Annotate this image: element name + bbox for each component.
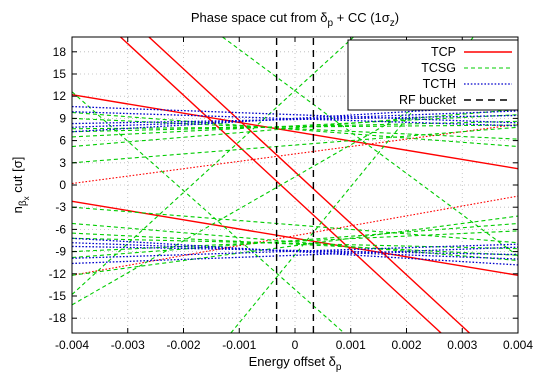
- series-line-tcsg: [72, 232, 518, 256]
- y-tick-label: -12: [49, 267, 67, 281]
- x-axis-label-main: Energy offset δ: [249, 354, 336, 369]
- series-line-tcsg: [72, 222, 518, 262]
- series-line-tcth: [72, 111, 518, 127]
- y-axis-label-subsub: x: [22, 196, 31, 200]
- series-line-tcth: [72, 114, 518, 125]
- series-line-tcsg: [222, 37, 518, 257]
- series-line-tcth: [72, 245, 518, 256]
- grid-lines: [72, 37, 518, 333]
- y-tick-label: -3: [55, 200, 66, 214]
- y-tick-label: 3: [59, 156, 66, 170]
- chart-title: Phase space cut from δp + CC (1σz): [191, 10, 399, 29]
- series-line-unnamed: [72, 195, 518, 276]
- x-tick-label: -0.002: [166, 338, 200, 352]
- series-line-tcsg: [72, 124, 518, 130]
- series-line-tcth: [72, 246, 518, 265]
- series-line-tcsg: [72, 111, 518, 148]
- series-line-unnamed: [72, 123, 518, 185]
- series-line-tcsg: [72, 117, 518, 140]
- y-axis-label-main: n: [10, 206, 25, 213]
- y-axis-label-tail: cut [σ]: [10, 157, 25, 197]
- x-axis-label: Energy offset δp: [249, 354, 342, 373]
- legend-label-rf-bucket: RF bucket: [399, 93, 456, 107]
- series-line-tcsg: [72, 120, 518, 133]
- series-line-tcp: [72, 94, 518, 170]
- series-line-tcth: [72, 110, 518, 128]
- series-line-tcp: [148, 37, 470, 333]
- series-line-tcsg: [72, 222, 518, 259]
- series-rf-bucket: [275, 37, 315, 333]
- chart-title-sub: p: [327, 18, 333, 29]
- legend-label-tcp: TCP: [431, 45, 456, 59]
- series-line-tcsg: [72, 91, 345, 333]
- x-tick-label: 0.003: [447, 338, 477, 352]
- series-line-tcsg: [72, 108, 518, 148]
- y-axis-label-sub: β: [18, 200, 29, 206]
- legend-label-tcth: TCTH: [423, 77, 456, 91]
- x-tick-label: -0.004: [55, 338, 89, 352]
- legend-label-tcsg: TCSG: [421, 61, 456, 75]
- chart-title-tail: + CC (1σ: [333, 10, 390, 25]
- x-tick-label: -0.001: [222, 338, 256, 352]
- chart-title-sub2: z: [390, 18, 395, 29]
- y-tick-label: 6: [59, 134, 66, 148]
- series-line-tcth: [72, 242, 518, 260]
- series-line-tcth: [72, 243, 518, 259]
- series-line-tcsg: [72, 215, 518, 276]
- x-axis-label-sub: p: [336, 362, 342, 373]
- y-tick-label: -9: [55, 245, 66, 259]
- x-tick-label: 0: [292, 338, 299, 352]
- series-line-tcth: [72, 105, 518, 124]
- series-line-tcsg: [72, 230, 518, 253]
- y-tick-label: 18: [53, 45, 67, 59]
- y-tick-label: 0: [59, 178, 66, 192]
- series-line-tcsg: [72, 237, 518, 250]
- y-tick-label: 12: [53, 89, 67, 103]
- y-tick-label: -6: [55, 222, 66, 236]
- series-line-tcp: [72, 200, 518, 276]
- x-tick-label: 0.002: [391, 338, 421, 352]
- series-tcth: [72, 104, 518, 266]
- legend: TCP TCSG TCTH RF bucket: [347, 39, 519, 111]
- y-tick-label: 9: [59, 111, 66, 125]
- series-unnamed: [72, 123, 518, 276]
- series-line-tcsg: [72, 114, 518, 138]
- y-tick-label: 15: [53, 67, 67, 81]
- series-line-tcsg: [72, 126, 518, 164]
- axis-ticks: -0.004 -0.003 -0.002 -0.001 0 0.001 0.002 0.003…: [49, 37, 533, 352]
- x-tick-label: 0.004: [503, 338, 533, 352]
- y-tick-label: -18: [49, 311, 67, 325]
- series-line-tcsg: [72, 206, 518, 244]
- x-tick-label: 0.001: [336, 338, 366, 352]
- y-axis-label: nβx cut [σ]: [10, 157, 31, 214]
- chart-title-close: ): [395, 10, 399, 25]
- y-tick-label: -15: [49, 289, 67, 303]
- chart-title-main: Phase space cut from δ: [191, 10, 328, 25]
- x-tick-label: -0.003: [111, 338, 145, 352]
- series-line-tcsg: [72, 37, 354, 295]
